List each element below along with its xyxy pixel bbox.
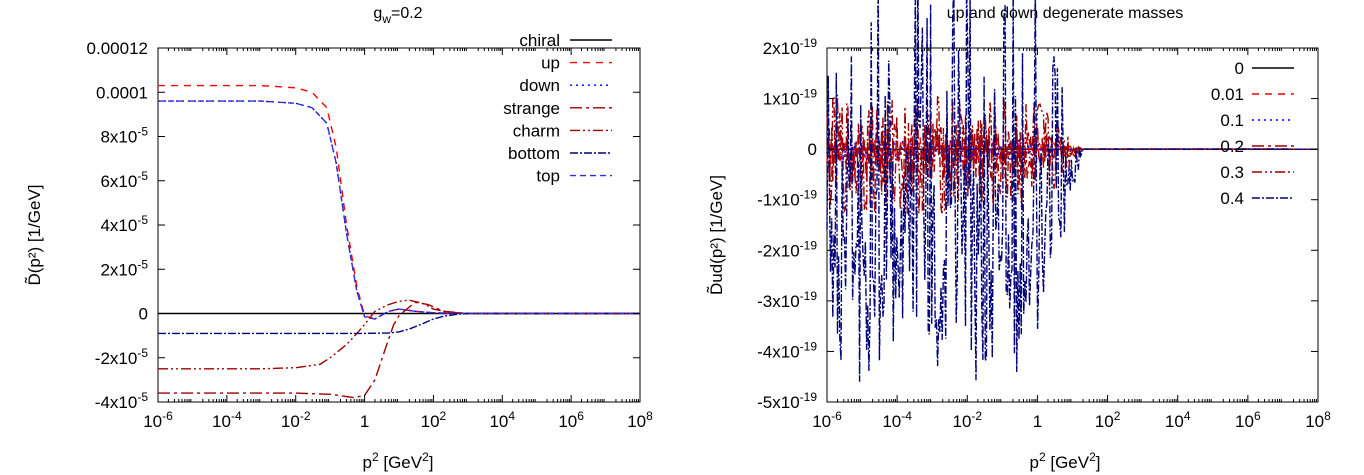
legend-label: 0.4 [1220,189,1244,208]
legend-label: chiral [519,31,560,50]
y-tick-label: -2x10-5 [95,346,149,368]
legend-label: 0.1 [1220,111,1244,130]
legend: 0 0.01 0.1 0.2 0.3 0.4 [1211,59,1294,208]
y-tick-label: -2x10-19 [757,238,817,260]
legend-label: strange [503,99,560,118]
x-tick-label: 10-6 [143,409,173,431]
series-line-top [158,100,640,320]
legend-label: 0.2 [1220,137,1244,156]
x-tick-label: 102 [1095,409,1121,431]
series-line-down [158,100,640,320]
series-line-up [158,84,640,320]
x-tick-label: 106 [1235,409,1261,431]
x-tick-label: 10-2 [952,409,982,431]
chart-title: gw=0.2 [373,5,422,26]
chart-title: up and down degenerate masses [947,5,1184,22]
legend: chiral up down strange charm bottom top [503,31,612,186]
x-tick-label: 106 [558,409,584,431]
series-line-bottom [158,312,640,335]
y-axis-label: D̃(p²) [1/GeV] [24,184,44,285]
x-tick-label: 108 [627,409,653,431]
y-tick-label: -4x10-19 [757,339,817,361]
y-tick-label: -3x10-19 [757,289,817,311]
y-tick-label: -1x10-19 [757,188,817,210]
x-axis-label: p2 [GeV2] [1029,450,1100,472]
x-tick-label: 108 [1305,409,1331,431]
y-tick-label: 0 [139,305,148,324]
x-tick-label: 10-4 [212,409,242,431]
y-axis-label: D̃ud(p²) [1/GeV] [706,175,726,295]
x-tick-label: 10-4 [882,409,912,431]
y-tick-label: 1x10-19 [763,87,818,109]
series-line-charm [158,299,640,370]
y-tick-label: 4x10-5 [100,213,148,235]
legend-label: up [541,54,560,73]
y-tick-label: 0.0001 [96,83,148,102]
x-axis-label: p2 [GeV2] [362,450,433,472]
y-tick-label: 0.00012 [87,39,148,58]
legend-label: charm [513,121,560,140]
legend-label: 0 [1235,59,1244,78]
x-tick-label: 1 [360,412,369,431]
y-tick-label: 2x10-19 [763,36,818,58]
x-tick-label: 10-2 [281,409,311,431]
legend-label: top [536,167,560,186]
x-tick-label: 1 [1033,412,1042,431]
series-line-strange [158,301,640,399]
y-tick-label: 0 [808,140,817,159]
legend-label: 0.3 [1220,163,1244,182]
legend-label: down [519,76,560,95]
legend-label: 0.01 [1211,85,1244,104]
left-chart: gw=0.2 10-6 10-4 10-2 1 102 104 106 108 0.00012… [24,5,653,472]
right-chart: up and down degenerate masses 10-6 10-4 10… [706,0,1331,472]
x-tick-label: 104 [1165,409,1191,431]
x-tick-label: 102 [421,409,447,431]
legend-label: bottom [508,144,560,163]
series-line-0.4 [826,0,1319,382]
y-tick-label: 8x10-5 [100,125,148,147]
x-tick-label: 10-6 [812,409,842,431]
x-tick-label: 104 [489,409,515,431]
y-tick-label: 6x10-5 [100,169,148,191]
y-tick-label: -4x10-5 [95,390,149,412]
y-tick-label: 2x10-5 [100,257,148,279]
y-tick-label: -5x10-19 [757,390,817,412]
